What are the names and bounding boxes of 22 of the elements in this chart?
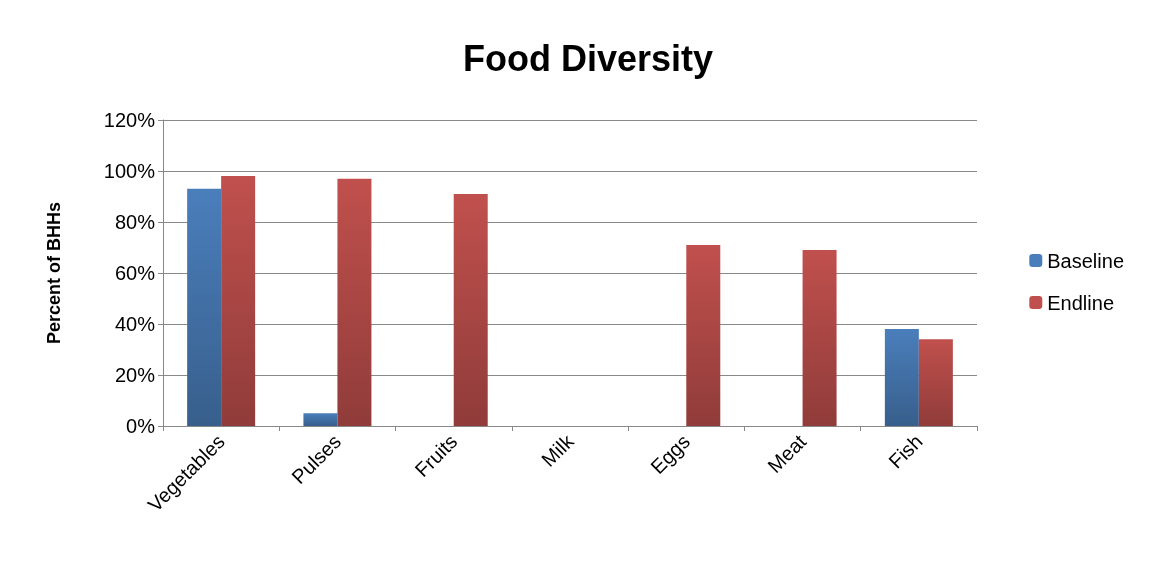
bar — [918, 339, 953, 426]
y-tick-label: 40% — [114, 313, 156, 335]
y-axis-title: Percent of BHHs — [44, 201, 64, 345]
bar — [221, 176, 256, 426]
y-tick-label: 20% — [114, 364, 156, 386]
bar — [686, 244, 721, 426]
legend-label: Endline — [1047, 291, 1114, 314]
bar — [453, 193, 488, 426]
y-tick-label: 120% — [103, 109, 156, 131]
bar — [802, 250, 837, 426]
chart-title: Food Diversity — [462, 37, 714, 79]
bar — [337, 178, 372, 426]
x-tick-label: Fish — [884, 430, 927, 473]
legend-label: Baseline — [1047, 249, 1124, 272]
bar — [884, 329, 919, 426]
y-tick-label: 0% — [126, 415, 156, 437]
y-tick-label: 60% — [114, 262, 156, 284]
x-tick-label: Milk — [537, 429, 579, 471]
bar — [187, 188, 222, 426]
y-tick-label: 80% — [114, 211, 156, 233]
y-tick-label: 100% — [103, 160, 156, 182]
bar — [303, 413, 338, 426]
